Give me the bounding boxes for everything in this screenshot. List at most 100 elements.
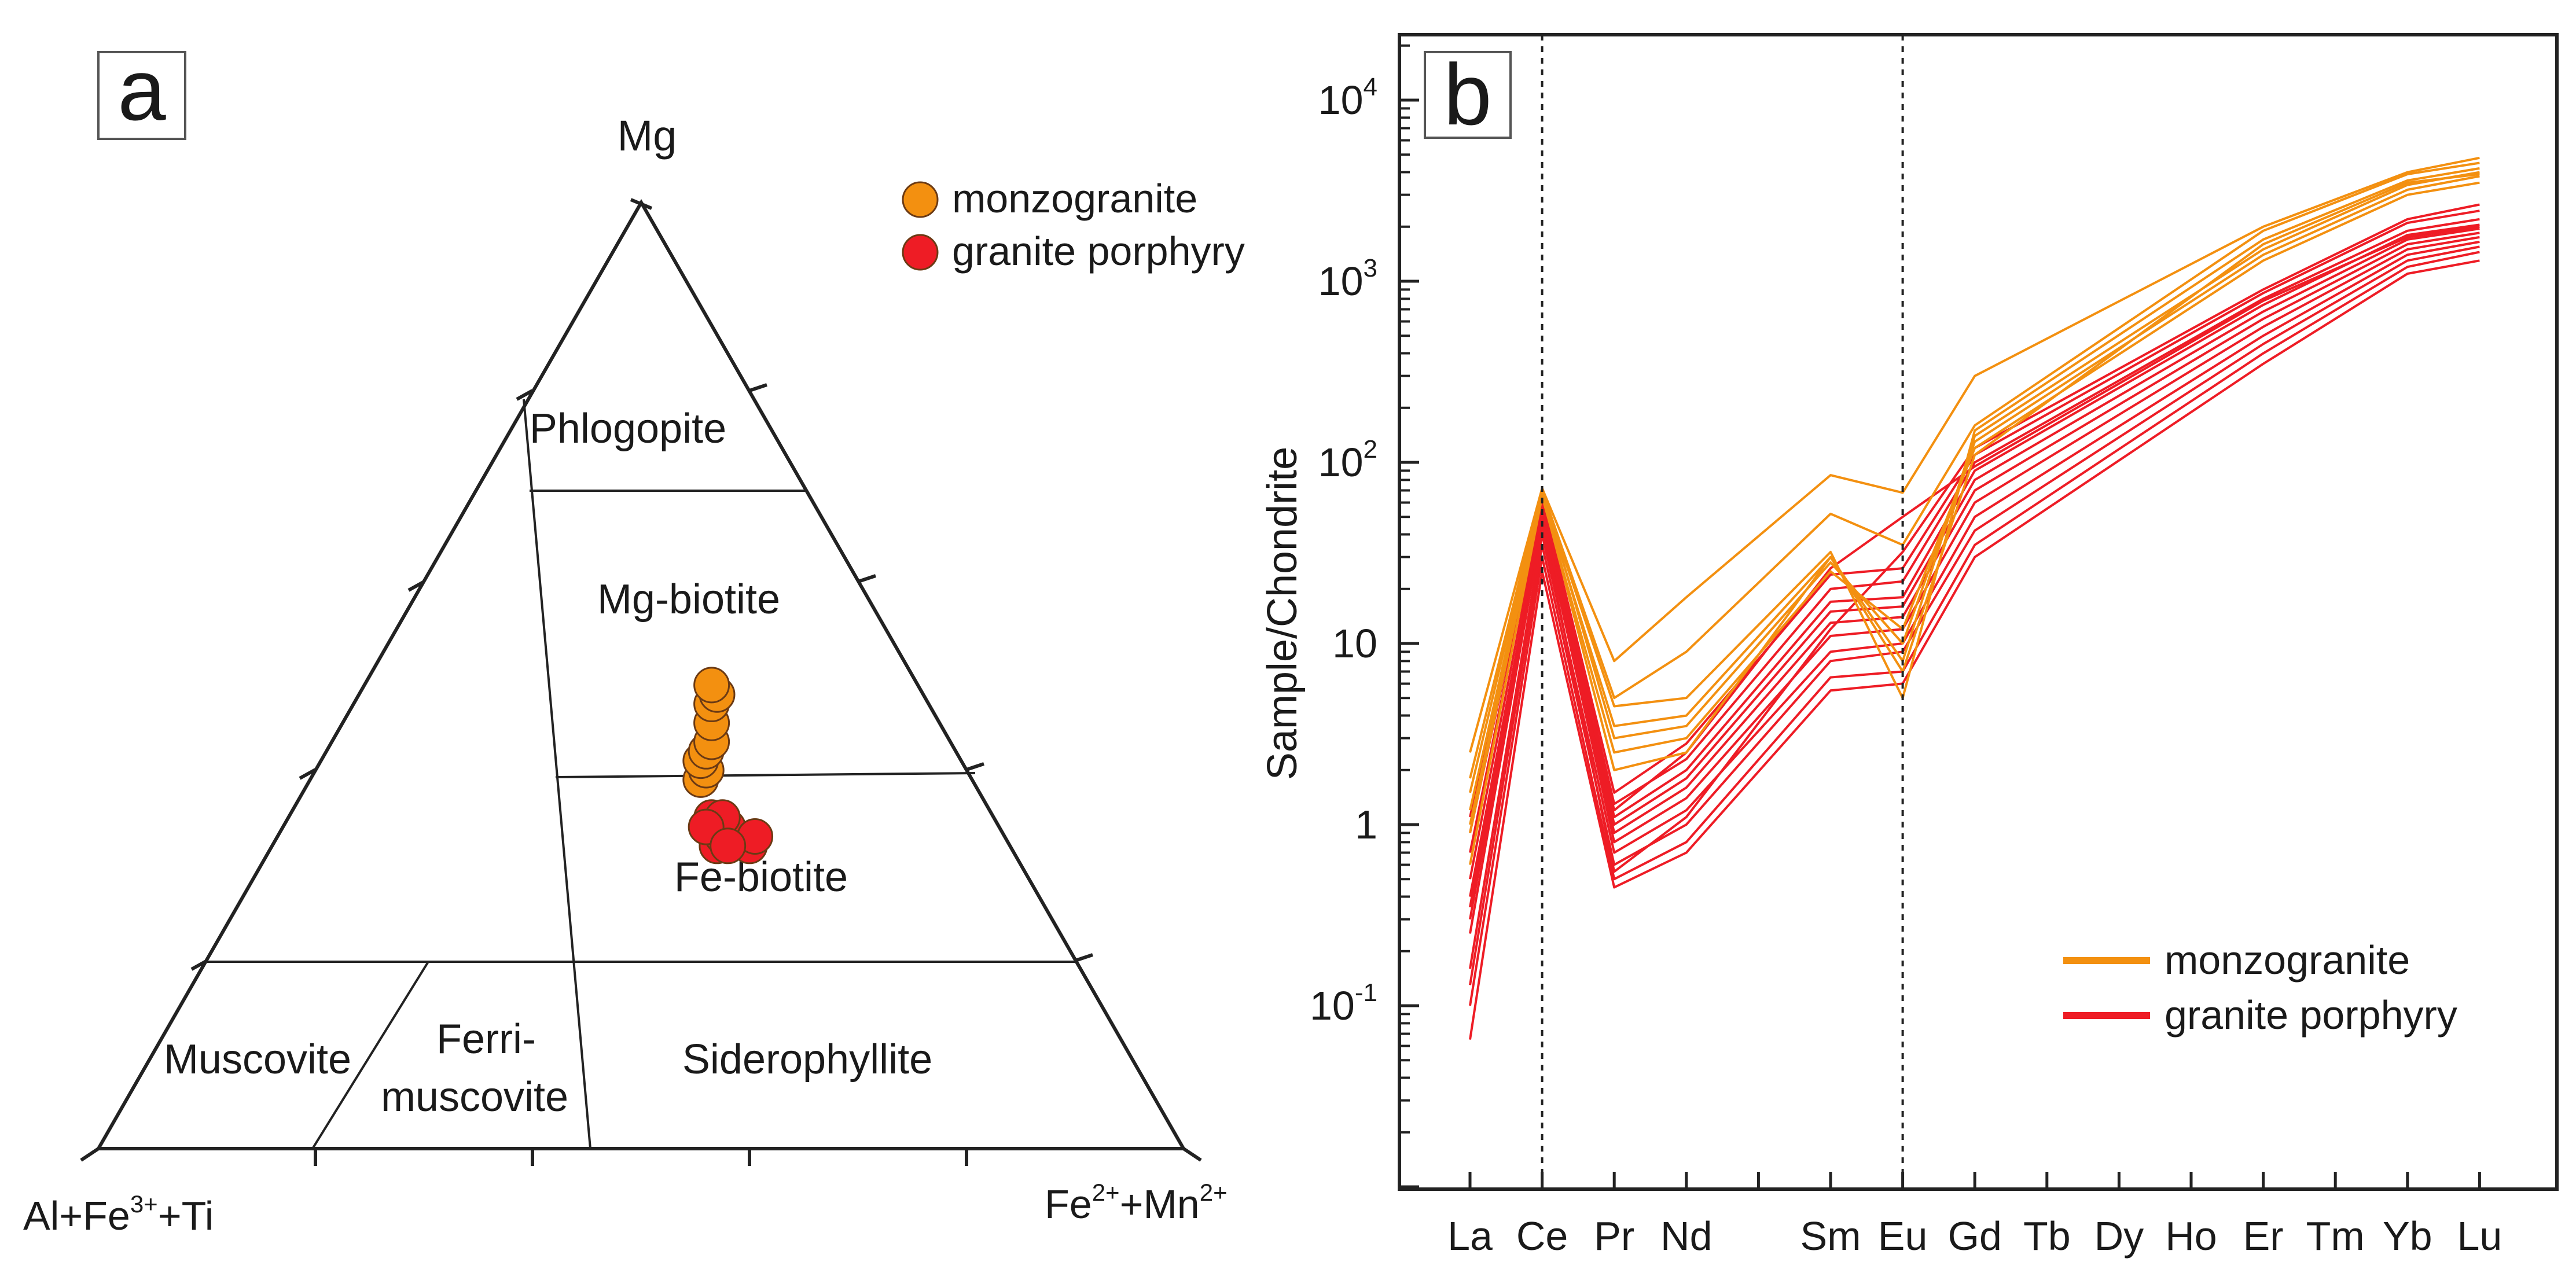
ree-line-monzogranite-17	[1469, 181, 2480, 865]
y-tick-label: 103	[1318, 254, 1377, 304]
ree-line-monzogranite-18	[1469, 173, 2480, 825]
ree-line-monzogranite-14	[1469, 167, 2480, 811]
y-tick-label: 10	[1332, 621, 1377, 666]
y-tick-base: 10	[1332, 621, 1377, 666]
ternary-frame	[95, 198, 1187, 1150]
ree-line-granite-porphyry-1	[1469, 251, 2480, 1006]
ree-line-monzogranite-12	[1469, 156, 2480, 753]
y-tick-label: 1	[1355, 802, 1377, 847]
field-label-siderophyllite: Siderophyllite	[682, 1036, 932, 1083]
tick-right-1	[749, 383, 767, 392]
y-tick-base: 10	[1318, 259, 1364, 304]
y-tick-exp: -1	[1355, 979, 1377, 1007]
tick-right-3	[966, 762, 984, 771]
ternary-point-monzogranite-8	[693, 667, 730, 704]
apex-right-main1: Fe	[1045, 1182, 1092, 1227]
tick-right-4	[1075, 953, 1093, 962]
y-tick-label: 10-1	[1310, 979, 1377, 1028]
legend-a-label-monzogranite: monzogranite	[952, 176, 1197, 221]
legend-b-label-granite-porphyry: granite porphyry	[2165, 992, 2457, 1038]
ternary-point-granite-porphyry-10	[710, 827, 747, 865]
y-tick-base: 1	[1355, 802, 1377, 847]
legend-b-label-monzogranite: monzogranite	[2165, 937, 2410, 983]
x-tick-label-Yb: Yb	[2383, 1213, 2432, 1259]
apex-left-sup: 3+	[130, 1190, 158, 1217]
apex-label-mg: Mg	[618, 112, 677, 160]
ree-line-granite-porphyry-11	[1469, 225, 2480, 897]
x-tick-label-Eu: Eu	[1878, 1213, 1928, 1259]
tick-left-2	[407, 580, 425, 592]
ree-line-granite-porphyry-6	[1469, 227, 2480, 880]
apex-right-sup1: 2+	[1092, 1179, 1120, 1206]
panel-b-label-box	[1424, 51, 1512, 139]
x-tick-label-Gd: Gd	[1948, 1213, 2002, 1259]
ternary-ticks	[80, 198, 1202, 1166]
apex-right-sup2: 2+	[1200, 1179, 1228, 1206]
tick-left-4	[190, 959, 208, 971]
x-tick-label-Nd: Nd	[1660, 1213, 1712, 1259]
legend-a-label-granite-porphyry: granite porphyry	[952, 229, 1245, 274]
ree-line-granite-porphyry-7	[1469, 223, 2480, 853]
ree-line-granite-porphyry-4	[1469, 236, 2480, 920]
y-tick-base: 10	[1310, 983, 1355, 1028]
field-boundaries	[207, 399, 1076, 1150]
x-tick-label-Lu: Lu	[2457, 1213, 2502, 1259]
y-tick-base: 10	[1318, 78, 1364, 123]
ree-line-granite-porphyry-8	[1469, 218, 2480, 833]
field-label-phlogopite: Phlogopite	[530, 406, 726, 452]
ree-line-granite-porphyry-10	[1469, 203, 2480, 934]
field-label-mg-biotite: Mg-biotite	[597, 576, 780, 623]
x-tick-label-Pr: Pr	[1594, 1213, 1634, 1259]
x-tick-label-Sm: Sm	[1800, 1213, 1861, 1259]
x-tick-label-Ho: Ho	[2165, 1213, 2217, 1259]
y-tick-label: 102	[1318, 435, 1377, 485]
ree-line-granite-porphyry-2	[1469, 245, 2480, 985]
y-tick-exp: 4	[1364, 73, 1377, 101]
apex-left-tail: +Ti	[158, 1193, 214, 1238]
ree-line-granite-porphyry-9	[1469, 209, 2480, 818]
panel-a-label: a	[117, 41, 166, 138]
y-tick-exp: 2	[1364, 435, 1377, 464]
x-tick-label-Ce: Ce	[1516, 1213, 1568, 1259]
x-tick-label-Tb: Tb	[2023, 1213, 2071, 1259]
boundary-vertical	[523, 399, 591, 1149]
panel-a-label-box	[97, 51, 186, 140]
apex-right-main2: +Mn	[1120, 1182, 1200, 1227]
x-tick-label-La: La	[1447, 1213, 1493, 1259]
x-axis: La Ce Pr Nd Sm Eu Gd Tb Dy Ho Er Tm Yb Lu	[1447, 1172, 2502, 1259]
y-tick-label: 104	[1318, 73, 1377, 123]
field-label-muscovite: Muscovite	[164, 1036, 351, 1083]
tick-left-3	[299, 768, 317, 780]
legend-b: monzogranite granite porphyry	[2063, 937, 2457, 1038]
x-tick-label-Tm: Tm	[2306, 1213, 2365, 1259]
tick-right-2	[858, 574, 876, 583]
panel-b-label: b	[1443, 46, 1491, 143]
y-tick-exp: 3	[1364, 254, 1377, 282]
x-tick-label-Dy: Dy	[2094, 1213, 2144, 1259]
tick-left-1	[516, 389, 534, 401]
apex-label-right: Fe2++Mn2+	[1045, 1179, 1228, 1227]
apex-left-main: Al+Fe	[23, 1193, 130, 1238]
boundary-mg-fe-biotite	[555, 772, 976, 778]
panel-a: a Phlogopite	[23, 41, 1245, 1238]
ternary-points	[682, 667, 774, 865]
legend-a-marker-monzogranite	[902, 181, 939, 218]
ree-line-granite-porphyry-5	[1469, 231, 2480, 908]
x-tick-label-Er: Er	[2243, 1213, 2284, 1259]
dashed-lines	[1541, 35, 1904, 1189]
boundary-ferri	[311, 961, 429, 1150]
plot-frame	[1398, 33, 2559, 1191]
legend-a: monzogranite granite porphyry	[902, 176, 1245, 274]
ree-lines	[1469, 156, 2480, 1040]
ree-line-monzogranite-13	[1469, 161, 2480, 793]
y-tick-base: 10	[1318, 440, 1364, 485]
ree-line-monzogranite-16	[1469, 175, 2480, 779]
y-axis-title: Sample/Chondrite	[1259, 447, 1306, 780]
field-label-ferri-line2: muscovite	[381, 1074, 568, 1120]
ree-line-granite-porphyry-0	[1469, 259, 2480, 1040]
legend-a-marker-granite-porphyry	[902, 234, 939, 271]
apex-label-left: Al+Fe3++Ti	[23, 1190, 214, 1238]
